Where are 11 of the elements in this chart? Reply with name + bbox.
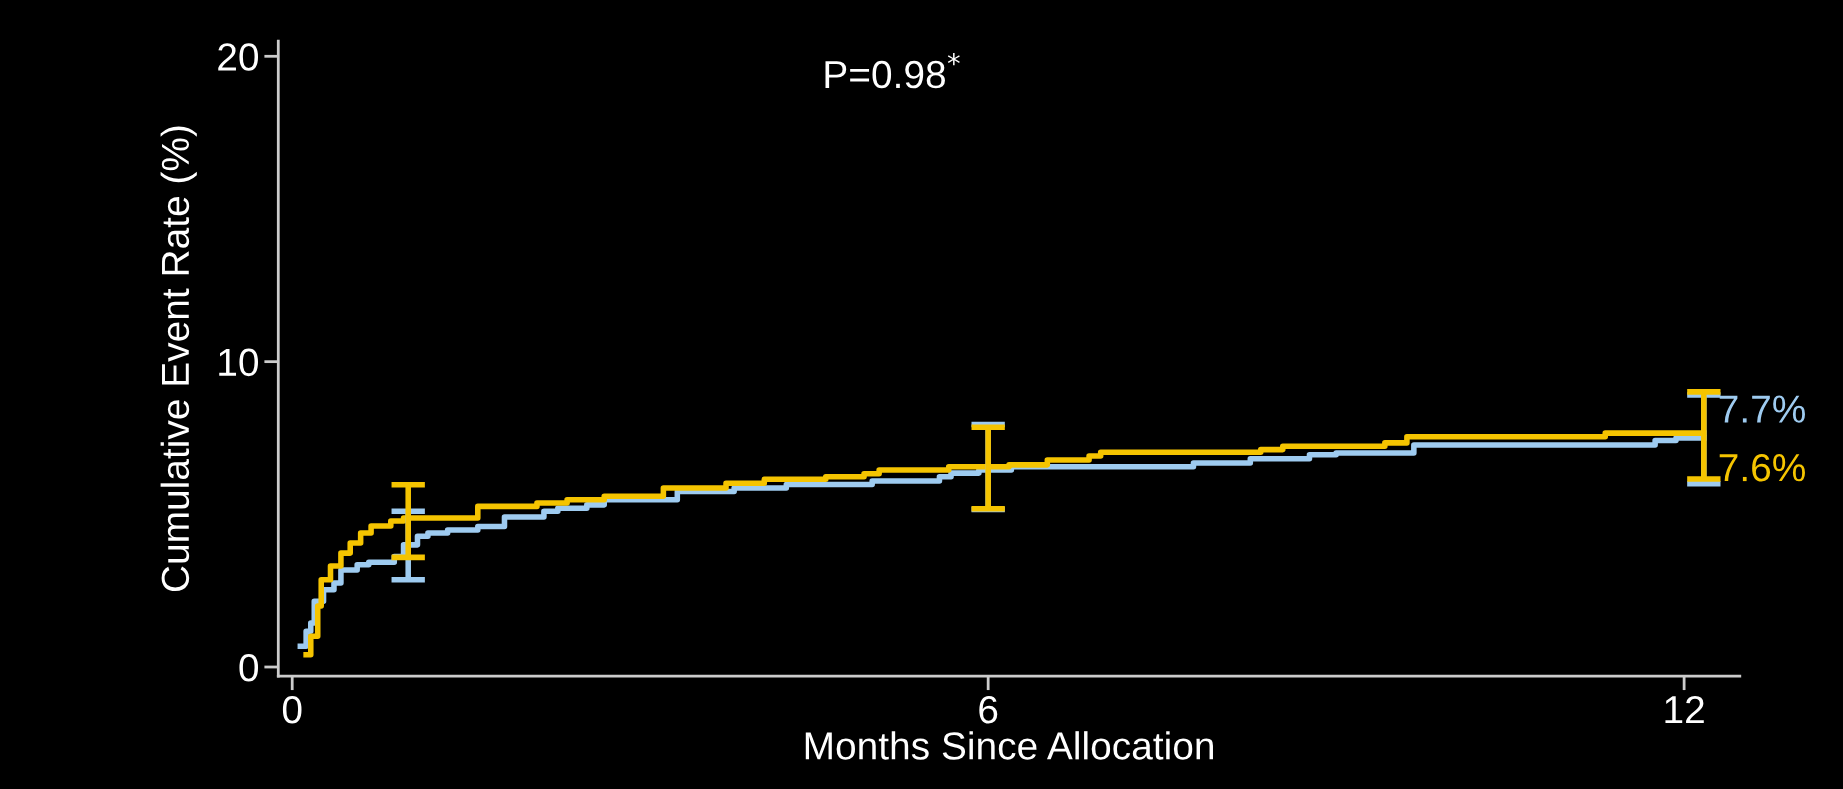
annotation: P=0.98$^{*}$ bbox=[825, 52, 960, 89]
x-tick-label: 12 bbox=[1665, 695, 1704, 724]
y-tick-label: 0 bbox=[239, 653, 259, 682]
annotation: 7.7% bbox=[1719, 395, 1805, 423]
y-tick-label: 20 bbox=[218, 43, 259, 71]
y-axis-title: Cumulative Event Rate (%) bbox=[160, 126, 197, 592]
annotation: 7.6% bbox=[1719, 453, 1805, 482]
y-tick-label: 10 bbox=[219, 348, 259, 377]
x-tick-label: 0 bbox=[282, 695, 302, 724]
x-axis-title: Months Since Allocation bbox=[805, 731, 1213, 760]
x-tick-label: 6 bbox=[979, 695, 998, 724]
